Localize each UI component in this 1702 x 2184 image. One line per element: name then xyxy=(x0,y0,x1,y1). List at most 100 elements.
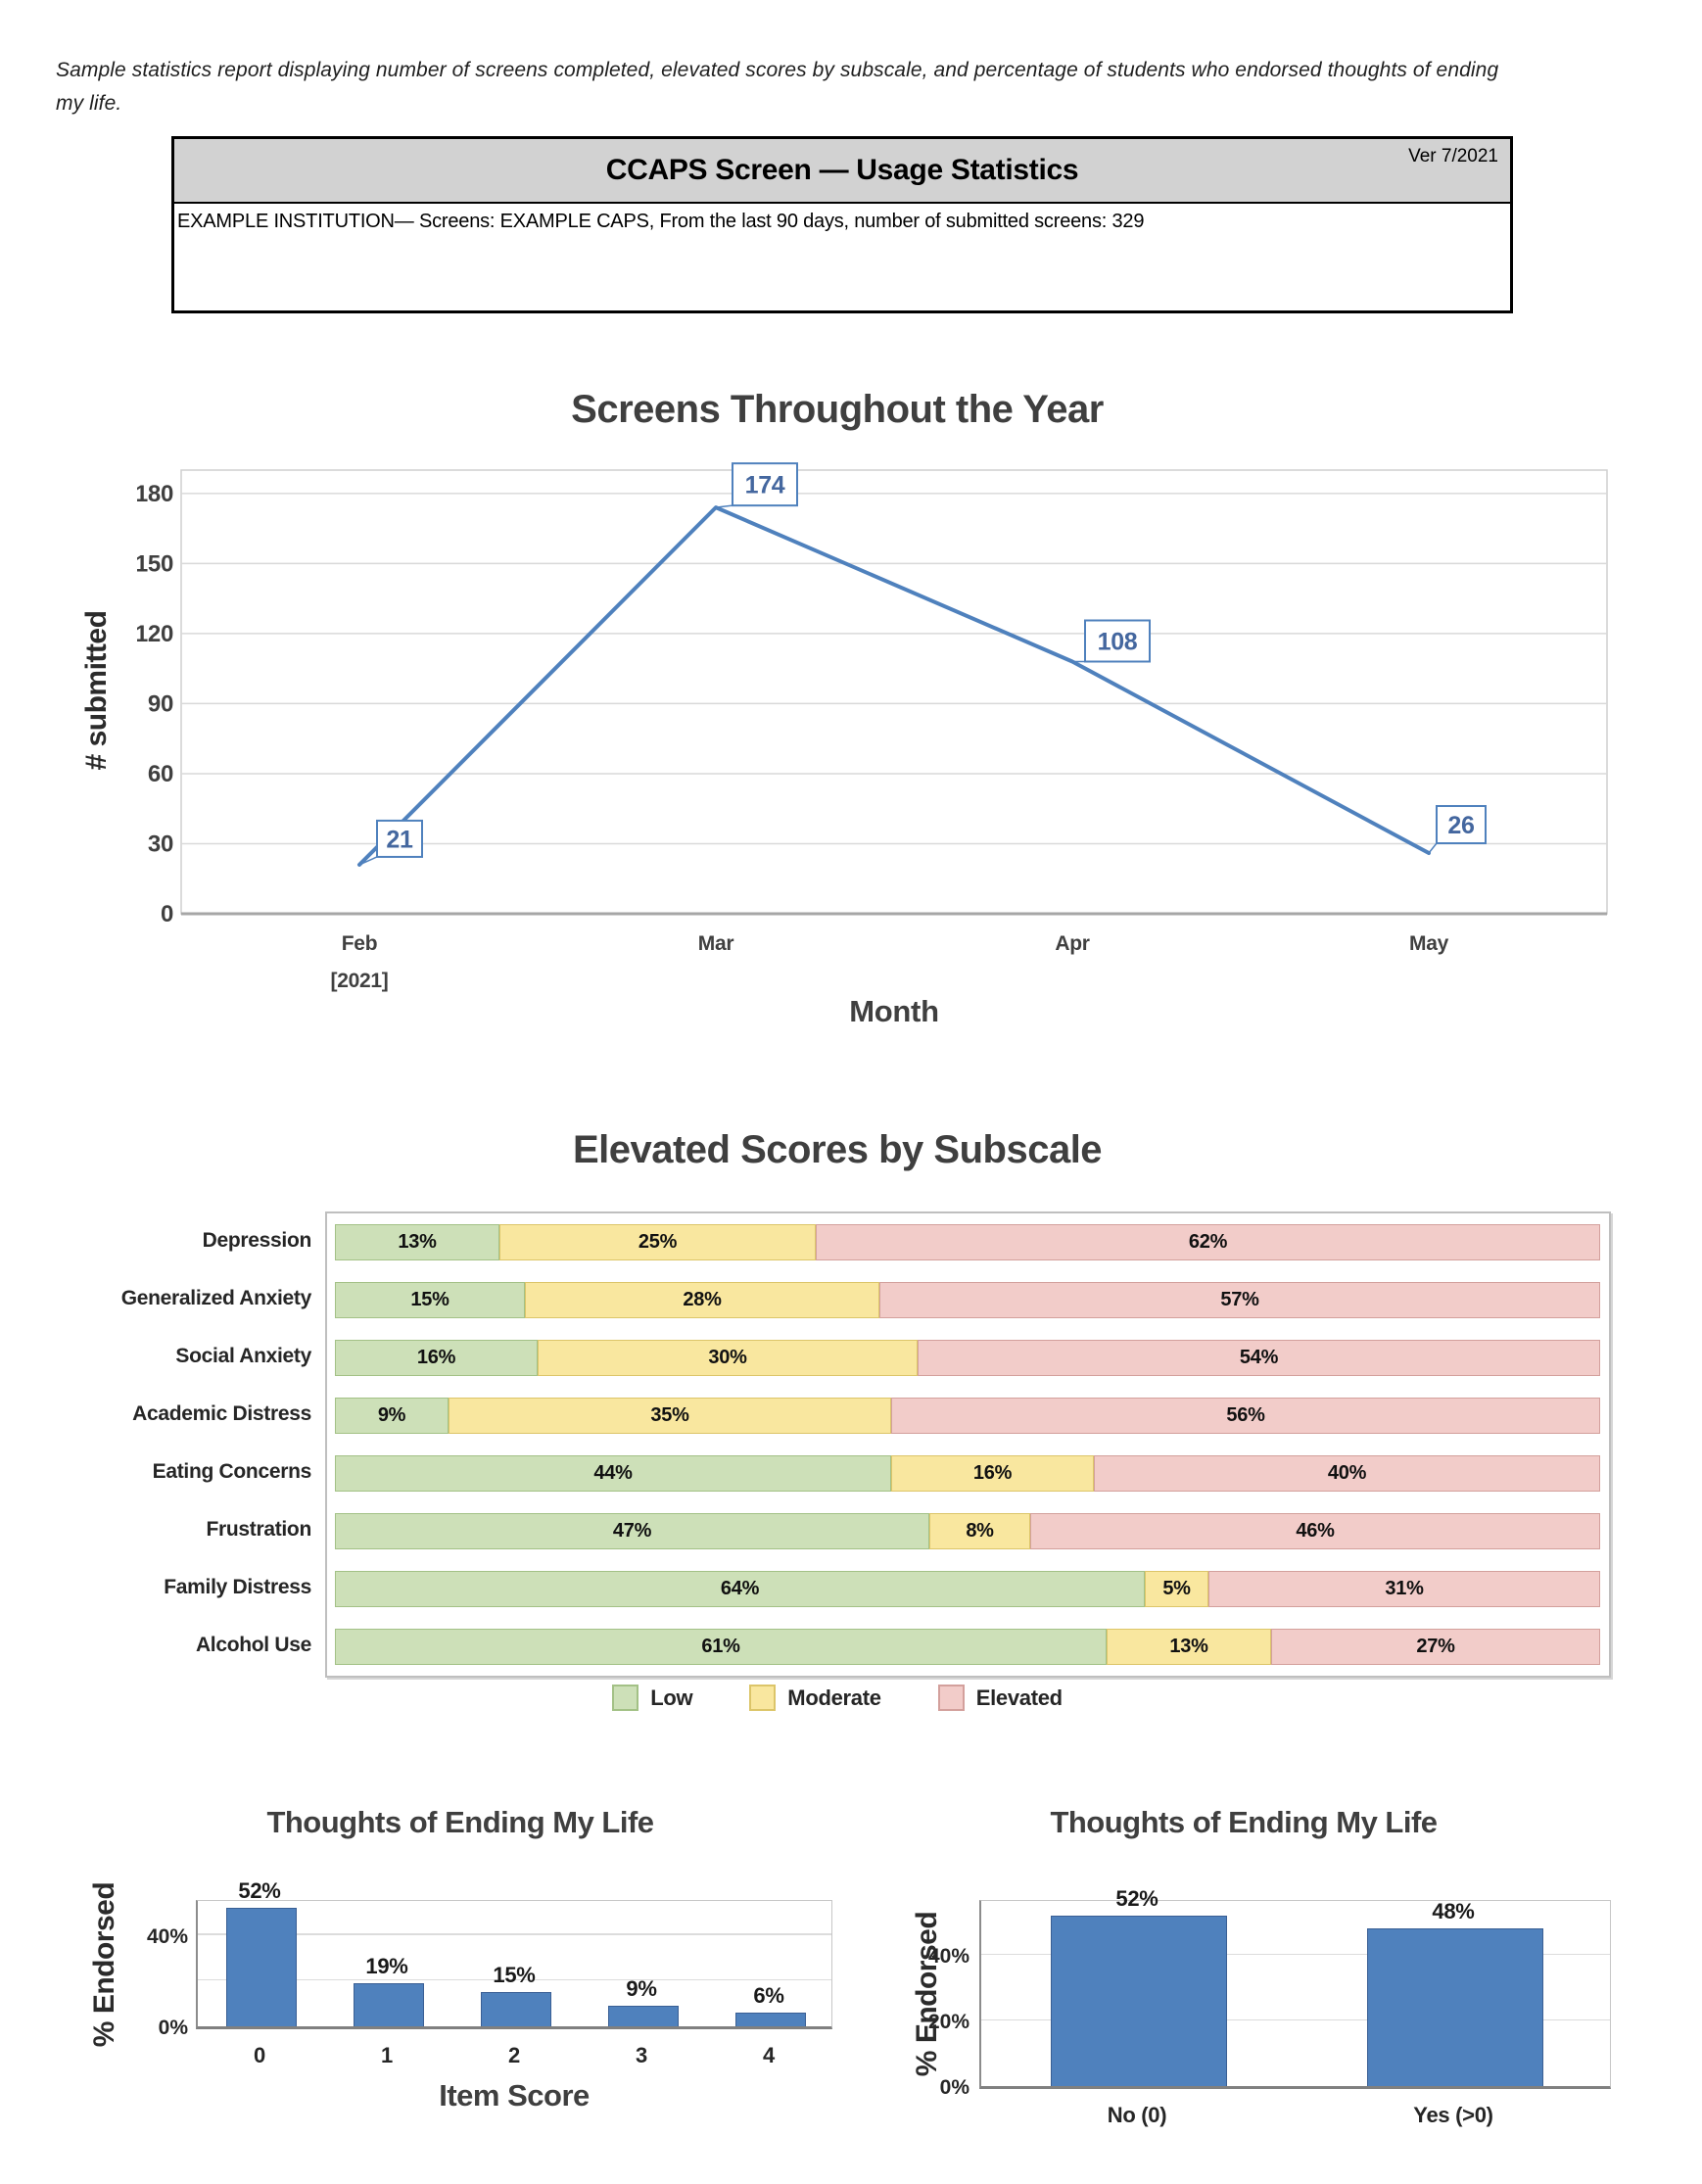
stacked-row: 61% 13% 27% xyxy=(335,1629,1600,1665)
subscale-label: Generalized Anxiety xyxy=(120,1287,312,1309)
stacked-row: 15% 28% 57% xyxy=(335,1282,1600,1318)
stacked-segment-low: 9% xyxy=(335,1398,449,1434)
y-tick-label: 150 xyxy=(137,550,173,577)
y-tick-label: 40% xyxy=(146,1924,188,1948)
x-tick-label: 2 xyxy=(508,2043,520,2067)
subscale-label: Depression xyxy=(202,1229,312,1252)
legend: Low Moderate Elevated xyxy=(0,1685,1675,1711)
label-leader-line xyxy=(715,504,733,508)
bar-value-label: 19% xyxy=(365,1954,408,1978)
moderate-swatch-icon xyxy=(749,1685,777,1711)
legend-label-moderate: Moderate xyxy=(787,1685,881,1710)
data-point-label: 174 xyxy=(745,472,785,499)
stacked-segment-elevated: 56% xyxy=(891,1398,1600,1434)
line-chart-x-title: Month xyxy=(849,994,938,1028)
subscale-label: Eating Concerns xyxy=(152,1460,312,1483)
stacked-segment-elevated: 40% xyxy=(1094,1455,1600,1492)
gridline xyxy=(981,2018,1610,2021)
y-tick-label: 20% xyxy=(927,2011,969,2034)
y-tick-label: 40% xyxy=(927,1945,969,1969)
subscale-label: Social Anxiety xyxy=(175,1345,311,1367)
stacked-row: 47% 8% 46% xyxy=(335,1513,1600,1549)
data-point-label: 21 xyxy=(386,826,413,853)
subscale-label: Family Distress xyxy=(164,1576,311,1598)
label-leader-line xyxy=(358,856,378,866)
stacked-row: 16% 30% 54% xyxy=(335,1340,1600,1376)
stacked-segment-low: 15% xyxy=(335,1282,525,1318)
report-header: CCAPS Screen — Usage Statistics Ver 7/20… xyxy=(171,136,1513,313)
gridline xyxy=(198,1978,831,1981)
x-tick-label: Feb xyxy=(342,932,377,955)
stacked-chart-box: 13% 25% 62% 15% 28% 57% 16% 30% 54% 9% 35% 56% 44% 16… xyxy=(325,1211,1611,1678)
x-tick-label: Yes (>0) xyxy=(1413,2103,1493,2127)
item-chart-y-title: % Endorsed xyxy=(88,1881,120,2048)
stacked-segment-moderate: 25% xyxy=(499,1224,816,1260)
line-chart-y-title: # submitted xyxy=(80,610,113,771)
x-tick-label: 0 xyxy=(254,2043,265,2067)
intro-text: Sample statistics report displaying numb… xyxy=(56,59,1499,115)
data-point-label-box xyxy=(1084,619,1151,663)
x-tick-label: May xyxy=(1409,932,1449,955)
bar xyxy=(1367,1928,1543,2086)
subscale-label: Alcohol Use xyxy=(195,1634,311,1656)
bar xyxy=(608,2006,679,2026)
gridline xyxy=(198,1933,831,1935)
line-chart-canvas: 0 30 60 90 120 150 180 21 174 108 26 Feb [2021] Mar Ap… xyxy=(137,462,1608,1028)
y-tick-label: 0% xyxy=(939,2076,969,2099)
legend-label-low: Low xyxy=(650,1685,693,1710)
x-tick-label: Apr xyxy=(1055,932,1089,955)
data-point-label-box xyxy=(732,462,798,507)
stacked-segment-low: 44% xyxy=(335,1455,891,1492)
bar-value-label: 52% xyxy=(1115,1886,1158,1911)
legend-label-elevated: Elevated xyxy=(975,1685,1063,1710)
stacked-row: 13% 25% 62% xyxy=(335,1224,1600,1260)
stacked-segment-moderate: 13% xyxy=(1107,1629,1271,1665)
data-point-label-box xyxy=(1436,805,1487,845)
stacked-chart-title: Elevated Scores by Subscale xyxy=(572,1128,1103,1171)
stacked-segment-low: 13% xyxy=(335,1224,499,1260)
legend-item-moderate: Moderate xyxy=(749,1685,881,1711)
stacked-segment-elevated: 46% xyxy=(1030,1513,1600,1549)
bar xyxy=(354,1983,424,2026)
stacked-segment-moderate: 28% xyxy=(525,1282,879,1318)
x-tick-label: No (0) xyxy=(1107,2103,1167,2127)
subscale-label: Academic Distress xyxy=(132,1402,311,1425)
stacked-segment-elevated: 31% xyxy=(1208,1571,1600,1607)
bar xyxy=(481,1992,551,2026)
x-tick-label: 4 xyxy=(763,2043,775,2067)
stacked-segment-moderate: 35% xyxy=(449,1398,891,1434)
stacked-segment-elevated: 62% xyxy=(816,1224,1600,1260)
gridline xyxy=(981,1953,1610,1956)
stacked-segment-moderate: 5% xyxy=(1145,1571,1208,1607)
legend-item-low: Low xyxy=(612,1685,693,1711)
stacked-row: 64% 5% 31% xyxy=(335,1571,1600,1607)
yesno-chart-title: Thoughts of Ending My Life xyxy=(1050,1805,1438,1839)
bar xyxy=(226,1908,297,2026)
y-tick-label: 30 xyxy=(148,831,173,857)
stacked-segment-low: 16% xyxy=(335,1340,538,1376)
x-tick-label: 3 xyxy=(636,2043,647,2067)
stacked-segment-low: 61% xyxy=(335,1629,1107,1665)
item-chart-x-title: Item Score xyxy=(439,2078,590,2113)
data-point-label: 26 xyxy=(1447,812,1474,839)
data-series-line xyxy=(357,505,1431,867)
report-title: CCAPS Screen — Usage Statistics xyxy=(605,154,1079,186)
stacked-segment-moderate: 16% xyxy=(891,1455,1094,1492)
x-tick-label: 1 xyxy=(381,2043,393,2067)
label-leader-line xyxy=(1428,842,1438,854)
bar-value-label: 9% xyxy=(626,1976,657,2001)
stacked-segment-elevated: 54% xyxy=(918,1340,1600,1376)
stacked-segment-low: 64% xyxy=(335,1571,1145,1607)
x-tick-label: Mar xyxy=(698,932,734,955)
elevated-swatch-icon xyxy=(937,1685,965,1711)
stacked-segment-elevated: 57% xyxy=(879,1282,1600,1318)
bar-value-label: 15% xyxy=(493,1963,536,1987)
y-tick-label: 0% xyxy=(158,2017,188,2039)
y-tick-label: 90 xyxy=(148,690,173,717)
stacked-segment-elevated: 27% xyxy=(1271,1629,1600,1665)
stacked-segment-low: 47% xyxy=(335,1513,929,1549)
stacked-row: 44% 16% 40% xyxy=(335,1455,1600,1492)
stacked-segment-moderate: 30% xyxy=(538,1340,918,1376)
y-tick-label: 60 xyxy=(148,761,173,787)
